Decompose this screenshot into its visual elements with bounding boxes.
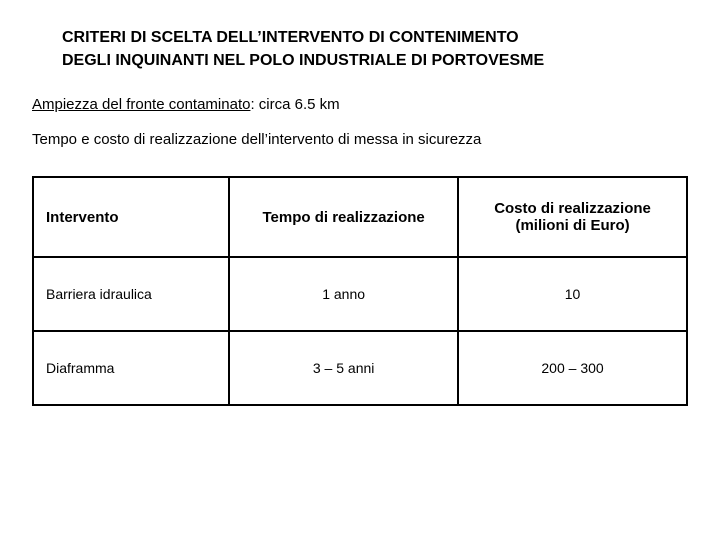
slide: CRITERI DI SCELTA DELL’INTERVENTO DI CON… — [0, 0, 720, 540]
table-row: Diaframma 3 – 5 anni 200 – 300 — [33, 331, 687, 405]
col-header-costo: Costo di realizzazione (milioni di Euro) — [458, 177, 687, 257]
cell-costo: 10 — [458, 257, 687, 331]
col-header-intervento: Intervento — [33, 177, 229, 257]
subheading: Tempo e costo di realizzazione dell’inte… — [32, 131, 688, 148]
page-title: CRITERI DI SCELTA DELL’INTERVENTO DI CON… — [32, 26, 688, 72]
title-line-2: DEGLI INQUINANTI NEL POLO INDUSTRIALE DI… — [62, 52, 544, 69]
cell-costo: 200 – 300 — [458, 331, 687, 405]
col-header-costo-l2: (milioni di Euro) — [515, 217, 629, 234]
extent-value: : circa 6.5 km — [250, 96, 339, 113]
cell-tempo: 3 – 5 anni — [229, 331, 458, 405]
cell-tempo: 1 anno — [229, 257, 458, 331]
extent-line: Ampiezza del fronte contaminato: circa 6… — [32, 96, 688, 113]
cell-intervento: Barriera idraulica — [33, 257, 229, 331]
col-header-costo-l1: Costo di realizzazione — [494, 200, 651, 217]
table-header-row: Intervento Tempo di realizzazione Costo … — [33, 177, 687, 257]
criteria-table: Intervento Tempo di realizzazione Costo … — [32, 176, 688, 406]
col-header-tempo: Tempo di realizzazione — [229, 177, 458, 257]
cell-intervento: Diaframma — [33, 331, 229, 405]
title-line-1: CRITERI DI SCELTA DELL’INTERVENTO DI CON… — [62, 29, 519, 46]
extent-label: Ampiezza del fronte contaminato — [32, 96, 250, 113]
table-row: Barriera idraulica 1 anno 10 — [33, 257, 687, 331]
